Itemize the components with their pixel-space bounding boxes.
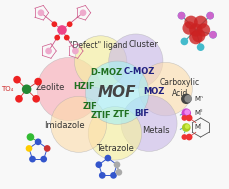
Circle shape <box>193 16 206 29</box>
Circle shape <box>196 23 209 37</box>
Circle shape <box>50 96 106 152</box>
Circle shape <box>191 29 204 42</box>
Circle shape <box>181 115 186 121</box>
Circle shape <box>177 12 185 19</box>
Circle shape <box>34 78 42 85</box>
Circle shape <box>104 155 111 161</box>
Circle shape <box>72 48 78 54</box>
Circle shape <box>181 108 190 118</box>
Text: C-MOZ: C-MOZ <box>123 67 154 76</box>
Text: ZIF: ZIF <box>82 102 97 111</box>
Circle shape <box>13 76 21 84</box>
Text: Mᴵ: Mᴵ <box>193 125 200 130</box>
Circle shape <box>38 9 44 16</box>
Text: MOF: MOF <box>98 85 136 100</box>
Text: Zeolite: Zeolite <box>35 83 65 92</box>
Circle shape <box>66 21 72 27</box>
Text: BIF: BIF <box>133 109 148 118</box>
Circle shape <box>32 95 40 103</box>
Circle shape <box>51 21 57 27</box>
Circle shape <box>115 169 122 176</box>
Circle shape <box>188 23 202 37</box>
Circle shape <box>184 124 189 129</box>
Text: Mⁿ: Mⁿ <box>193 96 202 102</box>
Circle shape <box>184 95 191 103</box>
Circle shape <box>57 25 66 35</box>
Text: Mᴵᴵ: Mᴵᴵ <box>193 110 202 116</box>
Circle shape <box>113 161 120 168</box>
Circle shape <box>79 9 86 16</box>
Circle shape <box>45 48 52 54</box>
Text: Tetrazole: Tetrazole <box>95 144 133 153</box>
Circle shape <box>85 61 148 124</box>
Circle shape <box>188 31 202 44</box>
Circle shape <box>208 31 216 39</box>
Circle shape <box>205 12 213 19</box>
Circle shape <box>120 95 176 151</box>
Text: HZIF: HZIF <box>73 82 95 91</box>
Circle shape <box>74 36 126 88</box>
Circle shape <box>185 134 192 140</box>
Text: Metals: Metals <box>141 126 169 135</box>
Circle shape <box>29 156 36 163</box>
Circle shape <box>54 35 60 40</box>
Text: TO₄: TO₄ <box>1 86 13 92</box>
Circle shape <box>88 107 141 160</box>
Circle shape <box>108 34 162 88</box>
Circle shape <box>185 115 192 121</box>
Circle shape <box>180 38 187 45</box>
Text: Carboxylic
Acid: Carboxylic Acid <box>159 78 199 98</box>
Circle shape <box>181 123 190 132</box>
Text: ZTF: ZTF <box>112 110 130 119</box>
Circle shape <box>27 133 34 141</box>
Circle shape <box>40 156 47 163</box>
Circle shape <box>98 172 105 179</box>
Circle shape <box>110 172 116 179</box>
Text: "Defect" ligand: "Defect" ligand <box>69 41 127 50</box>
Text: Imidazole: Imidazole <box>44 121 84 130</box>
Circle shape <box>205 12 213 19</box>
Circle shape <box>64 35 69 40</box>
Circle shape <box>196 43 204 51</box>
Circle shape <box>208 31 216 39</box>
Circle shape <box>35 139 41 145</box>
Circle shape <box>184 16 197 29</box>
Circle shape <box>22 84 31 94</box>
Circle shape <box>181 134 186 140</box>
Circle shape <box>182 21 195 35</box>
Text: Cluster: Cluster <box>128 40 158 49</box>
Circle shape <box>138 62 191 116</box>
Text: D-MOZ: D-MOZ <box>90 68 122 77</box>
Circle shape <box>177 12 185 19</box>
Text: MOZ: MOZ <box>143 87 164 96</box>
Circle shape <box>15 95 23 103</box>
Circle shape <box>37 57 100 121</box>
Circle shape <box>184 109 189 115</box>
Circle shape <box>44 145 50 152</box>
Circle shape <box>180 94 191 104</box>
Circle shape <box>95 161 102 168</box>
Text: ZTIF: ZTIF <box>90 111 111 120</box>
Circle shape <box>26 145 32 152</box>
